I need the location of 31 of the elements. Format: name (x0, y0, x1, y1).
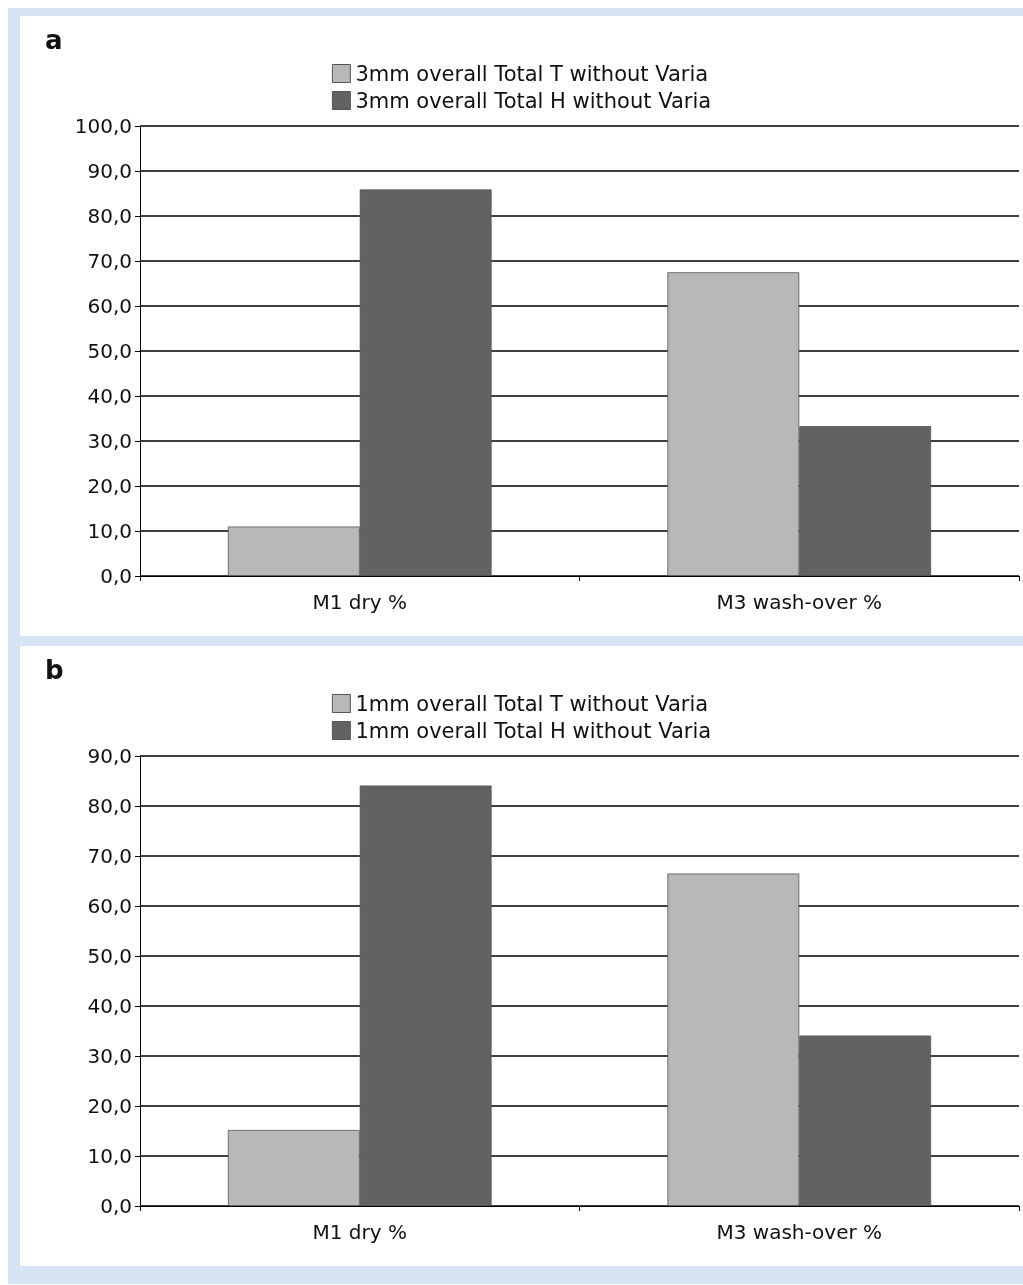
y-tick-label: 60,0 (87, 294, 132, 318)
y-tick-label: 30,0 (87, 1044, 132, 1068)
legend-label: 1mm overall Total T without Varia (355, 691, 709, 716)
y-tick-label: 0,0 (100, 564, 132, 588)
y-tick-label: 30,0 (87, 429, 132, 453)
y-tick-label: 90,0 (87, 159, 132, 183)
y-tick-label: 40,0 (87, 384, 132, 408)
chart-title: b (45, 655, 64, 685)
y-tick-label: 70,0 (87, 249, 132, 273)
y-tick-label: 20,0 (87, 474, 132, 498)
y-tick-label: 60,0 (87, 894, 132, 918)
legend-label: 1mm overall Total H without Varia (355, 718, 712, 743)
chart-title: a (45, 25, 63, 55)
y-tick-label: 10,0 (87, 1144, 132, 1168)
y-tick-label: 10,0 (87, 519, 132, 543)
x-tick-label: M1 dry % (312, 1220, 407, 1244)
y-tick-label: 100,0 (74, 114, 132, 138)
y-tick-label: 80,0 (87, 204, 132, 228)
y-tick-label: 50,0 (87, 944, 132, 968)
x-tick-label: M3 wash-over % (716, 590, 883, 614)
y-tick-label: 80,0 (87, 794, 132, 818)
y-tick-label: 0,0 (100, 1194, 132, 1218)
y-tick-label: 20,0 (87, 1094, 132, 1118)
x-tick-label: M1 dry % (312, 590, 407, 614)
y-tick-label: 50,0 (87, 339, 132, 363)
y-tick-label: 40,0 (87, 994, 132, 1018)
legend-label: 3mm overall Total T without Varia (355, 61, 709, 86)
x-tick-label: M3 wash-over % (716, 1220, 883, 1244)
y-tick-label: 90,0 (87, 744, 132, 768)
y-tick-label: 70,0 (87, 844, 132, 868)
legend-label: 3mm overall Total H without Varia (355, 88, 712, 113)
